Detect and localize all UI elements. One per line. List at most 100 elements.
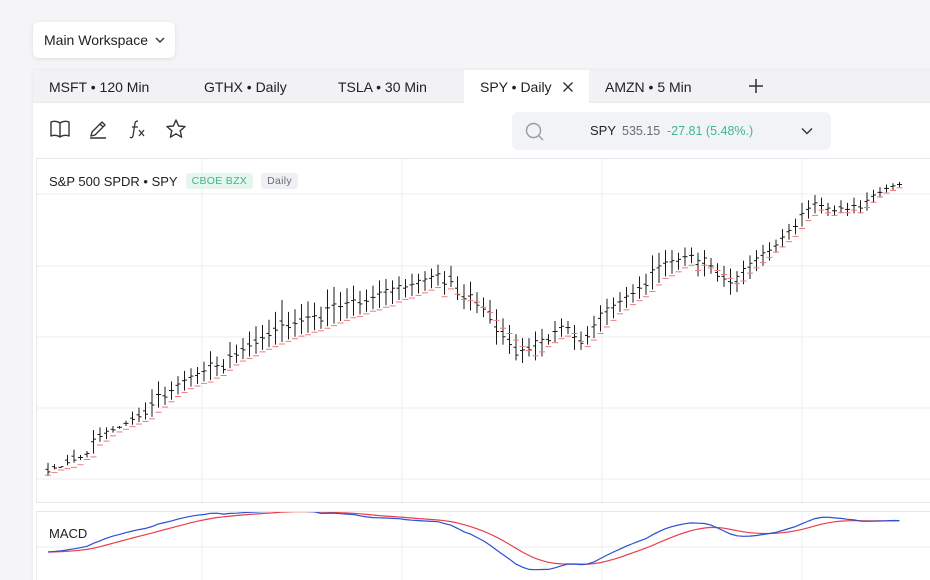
tab-label: AMZN • 5 Min xyxy=(605,78,692,95)
add-tab-icon[interactable] xyxy=(746,76,766,96)
ohlc-bar xyxy=(162,386,168,405)
ohlc-bar xyxy=(513,334,519,361)
ohlc-bar xyxy=(221,359,226,374)
workspace-selector[interactable]: Main Workspace xyxy=(33,22,175,58)
ohlc-bar xyxy=(617,292,623,312)
ohlc-bar xyxy=(825,202,831,216)
ohlc-bar xyxy=(838,200,844,214)
ohlc-bar xyxy=(383,279,389,306)
tab-spy[interactable]: SPY • Daily xyxy=(464,70,589,103)
ohlc-bar xyxy=(214,356,220,377)
ohlc-bar xyxy=(429,268,434,289)
ohlc-bar xyxy=(734,271,740,293)
ohlc-bar xyxy=(702,250,707,277)
ohlc-bar xyxy=(578,331,584,350)
ohlc-bar xyxy=(279,300,285,342)
ohlc-bar xyxy=(351,285,356,316)
ohlc-bar xyxy=(234,344,239,363)
ohlc-bar xyxy=(871,189,876,203)
macd-line xyxy=(47,512,900,571)
ohlc-bar xyxy=(526,338,532,357)
ohlc-bar xyxy=(435,264,441,286)
ohlc-bar xyxy=(416,273,421,294)
tab-gthx[interactable]: GTHX • Daily xyxy=(188,70,322,103)
close-icon[interactable] xyxy=(562,81,574,93)
ohlc-bar xyxy=(78,454,83,461)
book-icon[interactable] xyxy=(49,118,71,140)
tab-amzn[interactable]: AMZN • 5 Min xyxy=(589,70,729,103)
ohlc-bar xyxy=(156,381,161,408)
ohlc-bar xyxy=(305,301,311,333)
ohlc-bar xyxy=(565,321,571,335)
ohlc-bar xyxy=(136,407,142,423)
ohlc-bar xyxy=(299,303,304,335)
ohlc-bar xyxy=(832,205,837,216)
macd-pane[interactable]: MACD xyxy=(36,511,930,580)
ohlc-bar xyxy=(487,300,493,324)
ohlc-bar xyxy=(507,324,512,354)
symbol-search[interactable]: SPY 535.15 -27.81 (5.48%.) xyxy=(512,112,831,150)
ohlc-bar xyxy=(71,449,77,463)
ohlc-bar xyxy=(715,263,720,282)
tab-label: TSLA • 30 Min xyxy=(338,78,427,95)
ohlc-bar xyxy=(130,411,135,425)
ohlc-bar xyxy=(240,338,246,360)
ohlc-bar xyxy=(611,297,616,319)
ohlc-bar xyxy=(624,286,629,308)
ohlc-bar xyxy=(786,223,792,240)
ohlc-bar xyxy=(721,265,727,287)
ohlc-bar xyxy=(201,361,207,382)
ohlc-bar xyxy=(338,292,343,321)
ohlc-bar xyxy=(676,252,681,270)
chart-header: S&P 500 SPDR • SPY CBOE BZX Daily xyxy=(49,173,298,189)
ohlc-bar xyxy=(104,427,109,440)
ohlc-bar xyxy=(312,302,317,331)
ohlc-bar xyxy=(208,351,213,381)
ohlc-bar xyxy=(851,197,857,214)
ohlc-bar xyxy=(266,319,272,348)
ohlc-bar xyxy=(45,462,51,476)
tab-msft[interactable]: MSFT • 120 Min xyxy=(33,70,188,103)
ohlc-bar xyxy=(273,311,278,345)
tab-tsla[interactable]: TSLA • 30 Min xyxy=(322,70,464,103)
ohlc-bar xyxy=(253,326,259,354)
pencil-icon[interactable] xyxy=(87,118,109,140)
ohlc-bar xyxy=(695,252,701,277)
ohlc-bar xyxy=(403,279,408,298)
ohlc-bar xyxy=(357,290,363,315)
ohlc-bar xyxy=(442,271,447,295)
price-chart[interactable]: S&P 500 SPDR • SPY CBOE BZX Daily xyxy=(36,158,930,504)
ohlc-bar xyxy=(468,281,473,311)
ohlc-bar xyxy=(520,338,525,363)
ohlc-bar xyxy=(877,187,883,198)
ohlc-bar xyxy=(97,427,103,442)
ohlc-bar xyxy=(325,289,330,327)
ohlc-bar xyxy=(773,239,779,253)
chart-tabbar: MSFT • 120 Min GTHX • Daily TSLA • 30 Mi… xyxy=(33,70,930,103)
interval-badge: Daily xyxy=(261,173,298,189)
ohlc-bar xyxy=(422,271,428,291)
ohlc-bar xyxy=(286,311,291,340)
star-icon[interactable] xyxy=(165,118,187,140)
function-icon[interactable] xyxy=(127,118,149,140)
ohlc-bar xyxy=(344,288,350,319)
ohlc-bar xyxy=(175,376,181,395)
chevron-down-icon xyxy=(155,37,165,43)
exchange-badge: CBOE BZX xyxy=(185,173,254,189)
ohlc-bar xyxy=(84,450,90,458)
ohlc-bar xyxy=(117,426,122,429)
ohlc-bar xyxy=(780,229,785,248)
workspace-label: Main Workspace xyxy=(44,32,149,48)
ohlc-bar xyxy=(182,370,187,391)
ohlc-bar xyxy=(370,285,376,310)
ohlc-bar xyxy=(390,280,395,304)
ohlc-bar xyxy=(591,315,597,339)
ohlc-bar xyxy=(143,402,148,420)
ohlc-bar xyxy=(377,280,382,308)
ohlc-bar xyxy=(637,276,642,299)
price-plot xyxy=(37,159,930,504)
chevron-down-icon[interactable] xyxy=(800,124,814,138)
ohlc-bar xyxy=(643,273,649,295)
ohlc-bar xyxy=(65,454,70,466)
ohlc-bar xyxy=(91,429,96,454)
